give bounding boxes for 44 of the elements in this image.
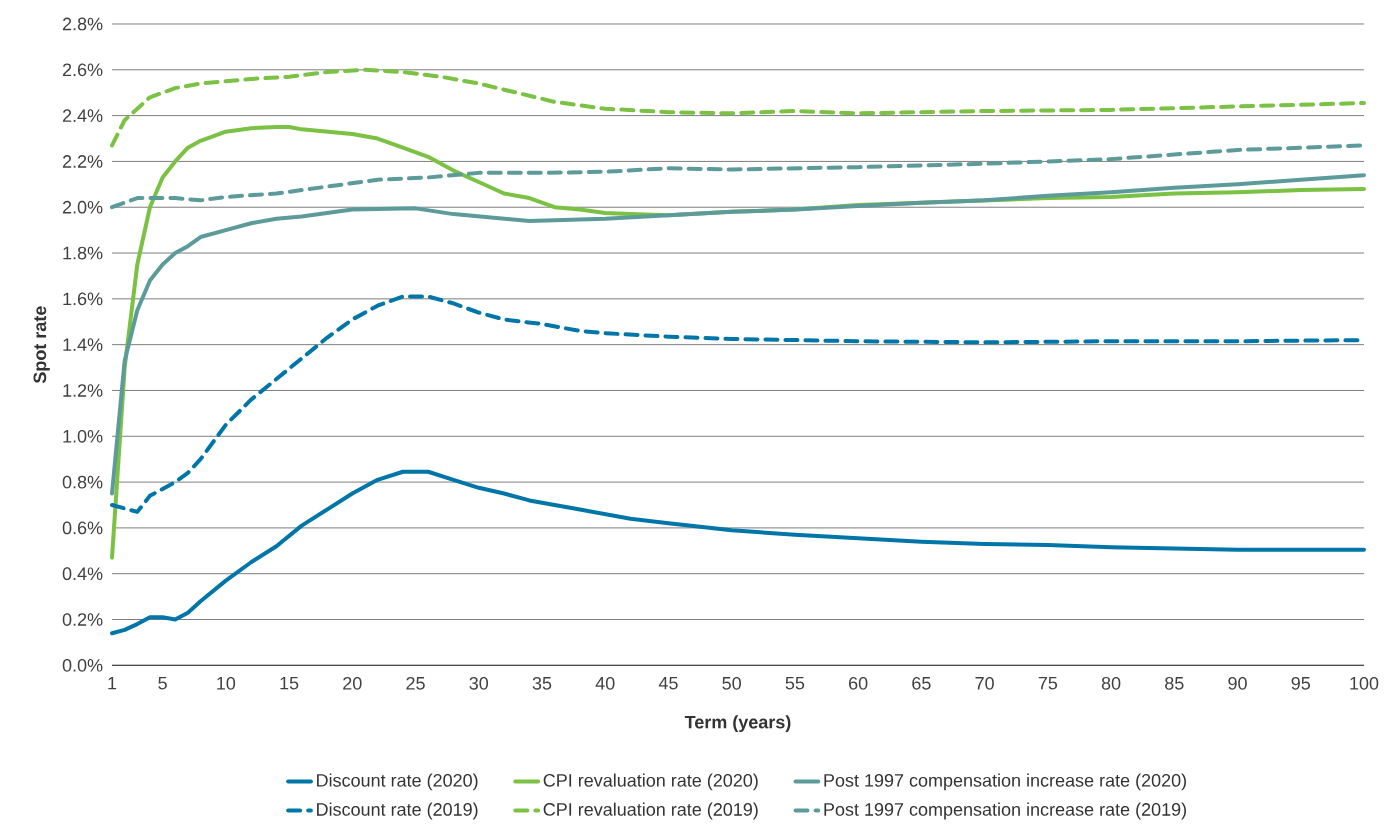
x-tick-label: 60 [849,676,868,690]
x-tick-label: 20 [343,676,362,690]
x-tick-label: 70 [975,676,994,690]
y-tick-label: 0.4% [62,567,103,581]
x-tick-label: 50 [722,676,741,690]
y-tick-label: 0.8% [62,475,103,489]
y-tick-label: 2.8% [62,17,103,31]
y-axis-title: Spot rate [33,306,50,384]
x-tick-label: 45 [658,676,678,690]
x-tick-label: 35 [532,676,552,690]
y-tick-label: 1.0% [63,429,103,443]
x-tick-label: 15 [280,676,299,690]
x-tick-label: 1 [108,676,117,690]
x-tick-label: 85 [1165,676,1184,690]
y-tick-label: 2.0% [62,200,103,214]
legend-label: Post 1997 compensation increase rate (2020) [824,773,1186,791]
x-tick-label: 55 [785,676,805,690]
y-tick-label: 2.6% [62,63,103,77]
legend-label: CPI revaluation rate (2020) [543,773,758,791]
y-tick-label: 1.4% [63,338,103,351]
x-tick-label: 65 [912,676,931,690]
x-axis-title: Term (years) [684,715,791,733]
legend-label: Discount rate (2019) [317,802,478,820]
x-tick-label: 90 [1228,676,1247,690]
y-tick-label: 1.6% [63,292,103,306]
y-tick-label: 0.2% [62,613,103,626]
x-tick-label: 100 [1350,676,1379,690]
x-tick-label: 30 [469,676,489,690]
legend-label: CPI revaluation rate (2019) [543,802,758,820]
x-tick-label: 95 [1291,676,1311,690]
x-tick-label: 40 [595,676,615,690]
y-tick-label: 2.4% [62,109,103,122]
x-tick-label: 10 [217,676,236,690]
y-tick-label: 2.2% [62,155,103,168]
x-tick-label: 75 [1038,676,1058,690]
x-tick-label: 25 [406,676,425,690]
y-tick-label: 1.2% [63,384,103,397]
y-tick-label: 0.6% [62,521,103,535]
legend-label: Post 1997 compensation increase rate (2019) [824,802,1186,820]
x-tick-label: 5 [158,676,167,690]
legend-label: Discount rate (2020) [317,773,478,791]
x-tick-label: 80 [1101,676,1121,690]
y-tick-label: 1.8% [63,246,103,260]
y-tick-label: 0.0% [62,658,103,672]
